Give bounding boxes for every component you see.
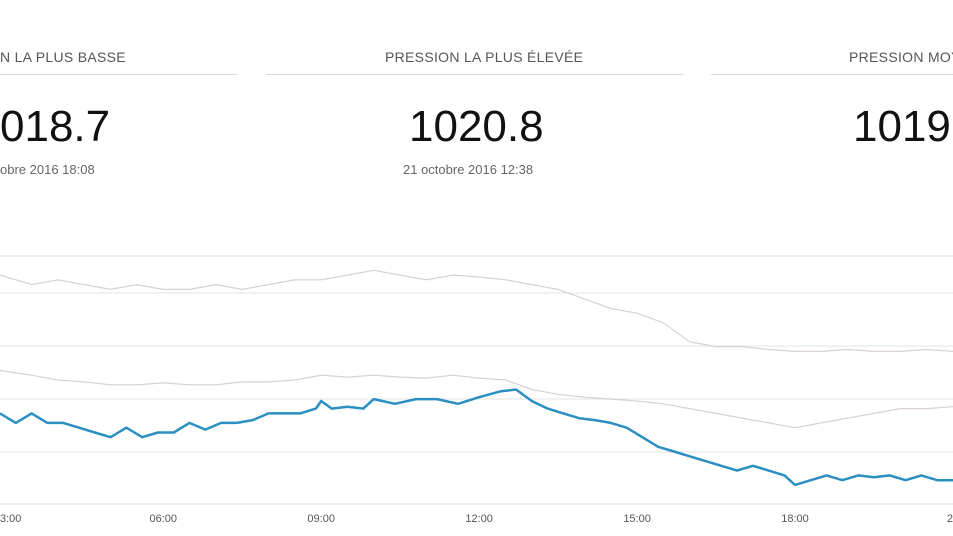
stat-average-divider — [711, 74, 953, 75]
x-tick-label: 06:00 — [149, 513, 177, 525]
series-line-lower — [0, 369, 953, 429]
x-tick-label: 3:00 — [0, 513, 21, 525]
pressure-chart: 3:00 06:00 09:00 12:00 15:00 18:00 2 — [0, 255, 953, 525]
stat-highest-date: 21 octobre 2016 12:38 — [403, 162, 534, 177]
stat-highest-label: PRESSION LA PLUS ÉLEVÉE — [385, 49, 584, 65]
series-line-upper — [0, 269, 953, 353]
chart-grid — [0, 255, 953, 505]
series-line-main — [0, 388, 953, 487]
stat-highest-divider — [266, 74, 683, 75]
stat-lowest-label: N LA PLUS BASSE — [0, 49, 126, 65]
x-tick-label: 15:00 — [623, 513, 651, 525]
stat-average-label: PRESSION MOY — [849, 49, 953, 65]
stat-lowest-date: obre 2016 18:08 — [0, 162, 95, 177]
chart-series — [0, 269, 953, 487]
x-tick-label: 2 — [947, 513, 953, 525]
stat-highest-value: 1020.8 — [409, 102, 544, 151]
x-tick-label: 09:00 — [307, 513, 335, 525]
x-tick-label: 12:00 — [465, 513, 493, 525]
stat-average-value: 1019 — [853, 102, 951, 151]
x-tick-label: 18:00 — [781, 513, 809, 525]
stat-lowest-value: 018.7 — [0, 102, 111, 151]
chart-x-axis: 3:00 06:00 09:00 12:00 15:00 18:00 2 — [0, 513, 953, 525]
stat-lowest-divider — [0, 74, 237, 75]
